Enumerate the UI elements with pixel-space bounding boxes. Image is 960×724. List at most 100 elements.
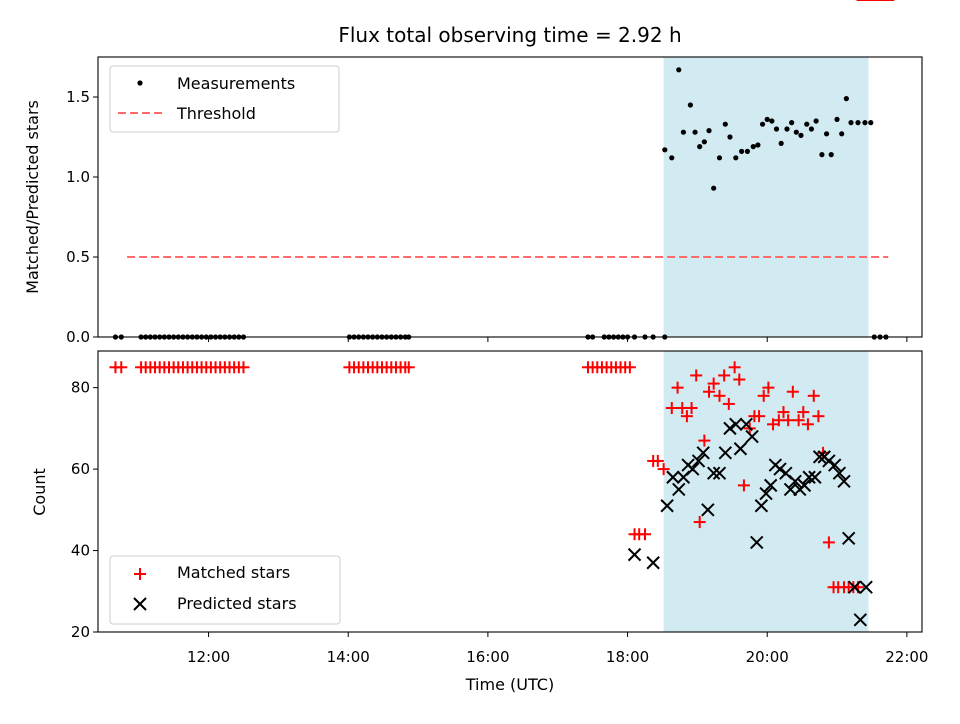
measurement-point [755, 142, 761, 148]
measurement-point [843, 96, 849, 102]
matched-star-point [737, 479, 750, 492]
predicted-star-point [672, 482, 686, 497]
matched-star-point [728, 361, 741, 374]
measurement-point [680, 129, 687, 135]
measurement-point [697, 144, 703, 150]
measurement-point [764, 116, 770, 122]
measurement-point [784, 126, 790, 132]
predicted-marker-b [847, 580, 862, 594]
measurement-point [687, 102, 693, 108]
matched-star-point [786, 385, 799, 398]
y-tick-label: 1.0 [66, 168, 90, 186]
predicted-marker-b [822, 454, 836, 468]
matched-star-point [657, 463, 670, 476]
predicted-star-point [847, 580, 862, 594]
measurement-point [669, 155, 675, 161]
ratio-legend: Measurements Threshold [109, 65, 340, 133]
predicted-marker-b [759, 486, 773, 501]
y-tick-label: 40 [71, 542, 90, 560]
predicted-marker-b [706, 466, 721, 480]
measurement-point [692, 129, 698, 135]
measurement-point [813, 118, 819, 124]
predicted-marker-b [718, 446, 733, 460]
measurement-point [773, 126, 780, 132]
predicted-marker-b [729, 417, 743, 432]
matched-star-point [623, 361, 636, 374]
predicted-marker-b [788, 474, 802, 489]
predicted-star-point [696, 446, 710, 460]
predicted-star-point [808, 470, 822, 484]
predicted-star-point [712, 466, 727, 480]
predicted-marker-b [745, 429, 759, 444]
matched-star-point [698, 434, 711, 447]
legend-marker-predicted [133, 597, 147, 611]
y-tick-label: 60 [71, 460, 90, 478]
matched-star-point [639, 528, 652, 541]
legend-marker-measurements [137, 80, 143, 86]
matched-star-point [722, 397, 735, 410]
measurement-point [823, 131, 830, 137]
measurement-point [706, 128, 712, 134]
matched-star-point [680, 410, 693, 423]
predicted-marker-b [828, 458, 842, 472]
matched-star-point [807, 389, 820, 402]
matched-star-point [671, 381, 684, 394]
predicted-marker-b [712, 466, 727, 480]
predicted-star-point [733, 442, 748, 456]
measurement-point [848, 120, 854, 126]
ratio-legend-box [109, 65, 340, 133]
matched-star-point [801, 418, 814, 431]
matched-star-point [703, 385, 716, 398]
measurement-point [750, 144, 756, 150]
matched-star-point [690, 369, 703, 382]
predicted-star-point [627, 547, 642, 562]
y-tick-label: 0.5 [66, 248, 90, 266]
measurement-point [716, 155, 723, 161]
ratio-y-axis-label: Matched/Predicted stars [23, 100, 42, 294]
x-tick-label: 18:00 [606, 648, 649, 666]
predicted-star-point [646, 556, 660, 570]
predicted-marker-b [646, 556, 660, 570]
measurement-point [855, 120, 861, 126]
predicted-star-point [797, 478, 812, 493]
predicted-marker-b [686, 462, 700, 476]
predicted-star-point [750, 535, 764, 550]
matched-star-point [762, 381, 775, 394]
predicted-marker-b [812, 450, 827, 464]
predicted-star-point [802, 470, 816, 484]
chart-title: Flux total observing time = 2.92 h [338, 23, 681, 47]
y-tick-label: 20 [71, 623, 90, 641]
predicted-star-point [773, 462, 787, 476]
predicted-marker-b [754, 499, 769, 513]
matched-star-point [812, 410, 825, 423]
matched-star-point [685, 402, 698, 415]
predicted-star-point [739, 417, 753, 432]
predicted-marker-b [853, 613, 868, 627]
matched-star-point [822, 536, 835, 549]
measurement-point [789, 120, 795, 126]
predicted-star-point [841, 531, 856, 546]
predicted-marker-b [627, 547, 642, 562]
predicted-star-point [837, 474, 851, 489]
legend-label-threshold: Threshold [176, 104, 256, 123]
predicted-marker-b [701, 503, 715, 517]
ratio-panel-frame [97, 56, 923, 338]
matched-star-point [115, 361, 128, 374]
measurement-point [676, 67, 682, 73]
ratio-panel: 0.0 0.5 1.0 1.5 Matched/Predicted stars Mea… [23, 56, 923, 346]
measurement-point [828, 152, 834, 158]
y-tick-label: 80 [71, 379, 90, 397]
predicted-marker-b [672, 482, 686, 497]
x-tick-label: 14:00 [327, 648, 370, 666]
measurement-point [739, 148, 745, 154]
predicted-star-point [759, 486, 773, 501]
x-tick-label: 20:00 [746, 648, 789, 666]
measurement-point [819, 152, 825, 158]
x-tick-label: 22:00 [885, 648, 928, 666]
measurement-point [744, 148, 751, 154]
measurement-point [722, 121, 728, 127]
matched-star-point [777, 406, 790, 419]
predicted-star-point [686, 462, 700, 476]
observing-interval-shade [663, 57, 869, 337]
